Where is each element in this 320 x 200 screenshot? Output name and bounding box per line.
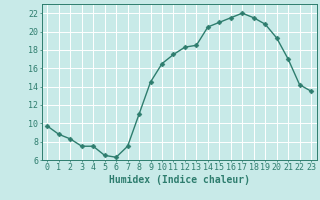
X-axis label: Humidex (Indice chaleur): Humidex (Indice chaleur) — [109, 175, 250, 185]
